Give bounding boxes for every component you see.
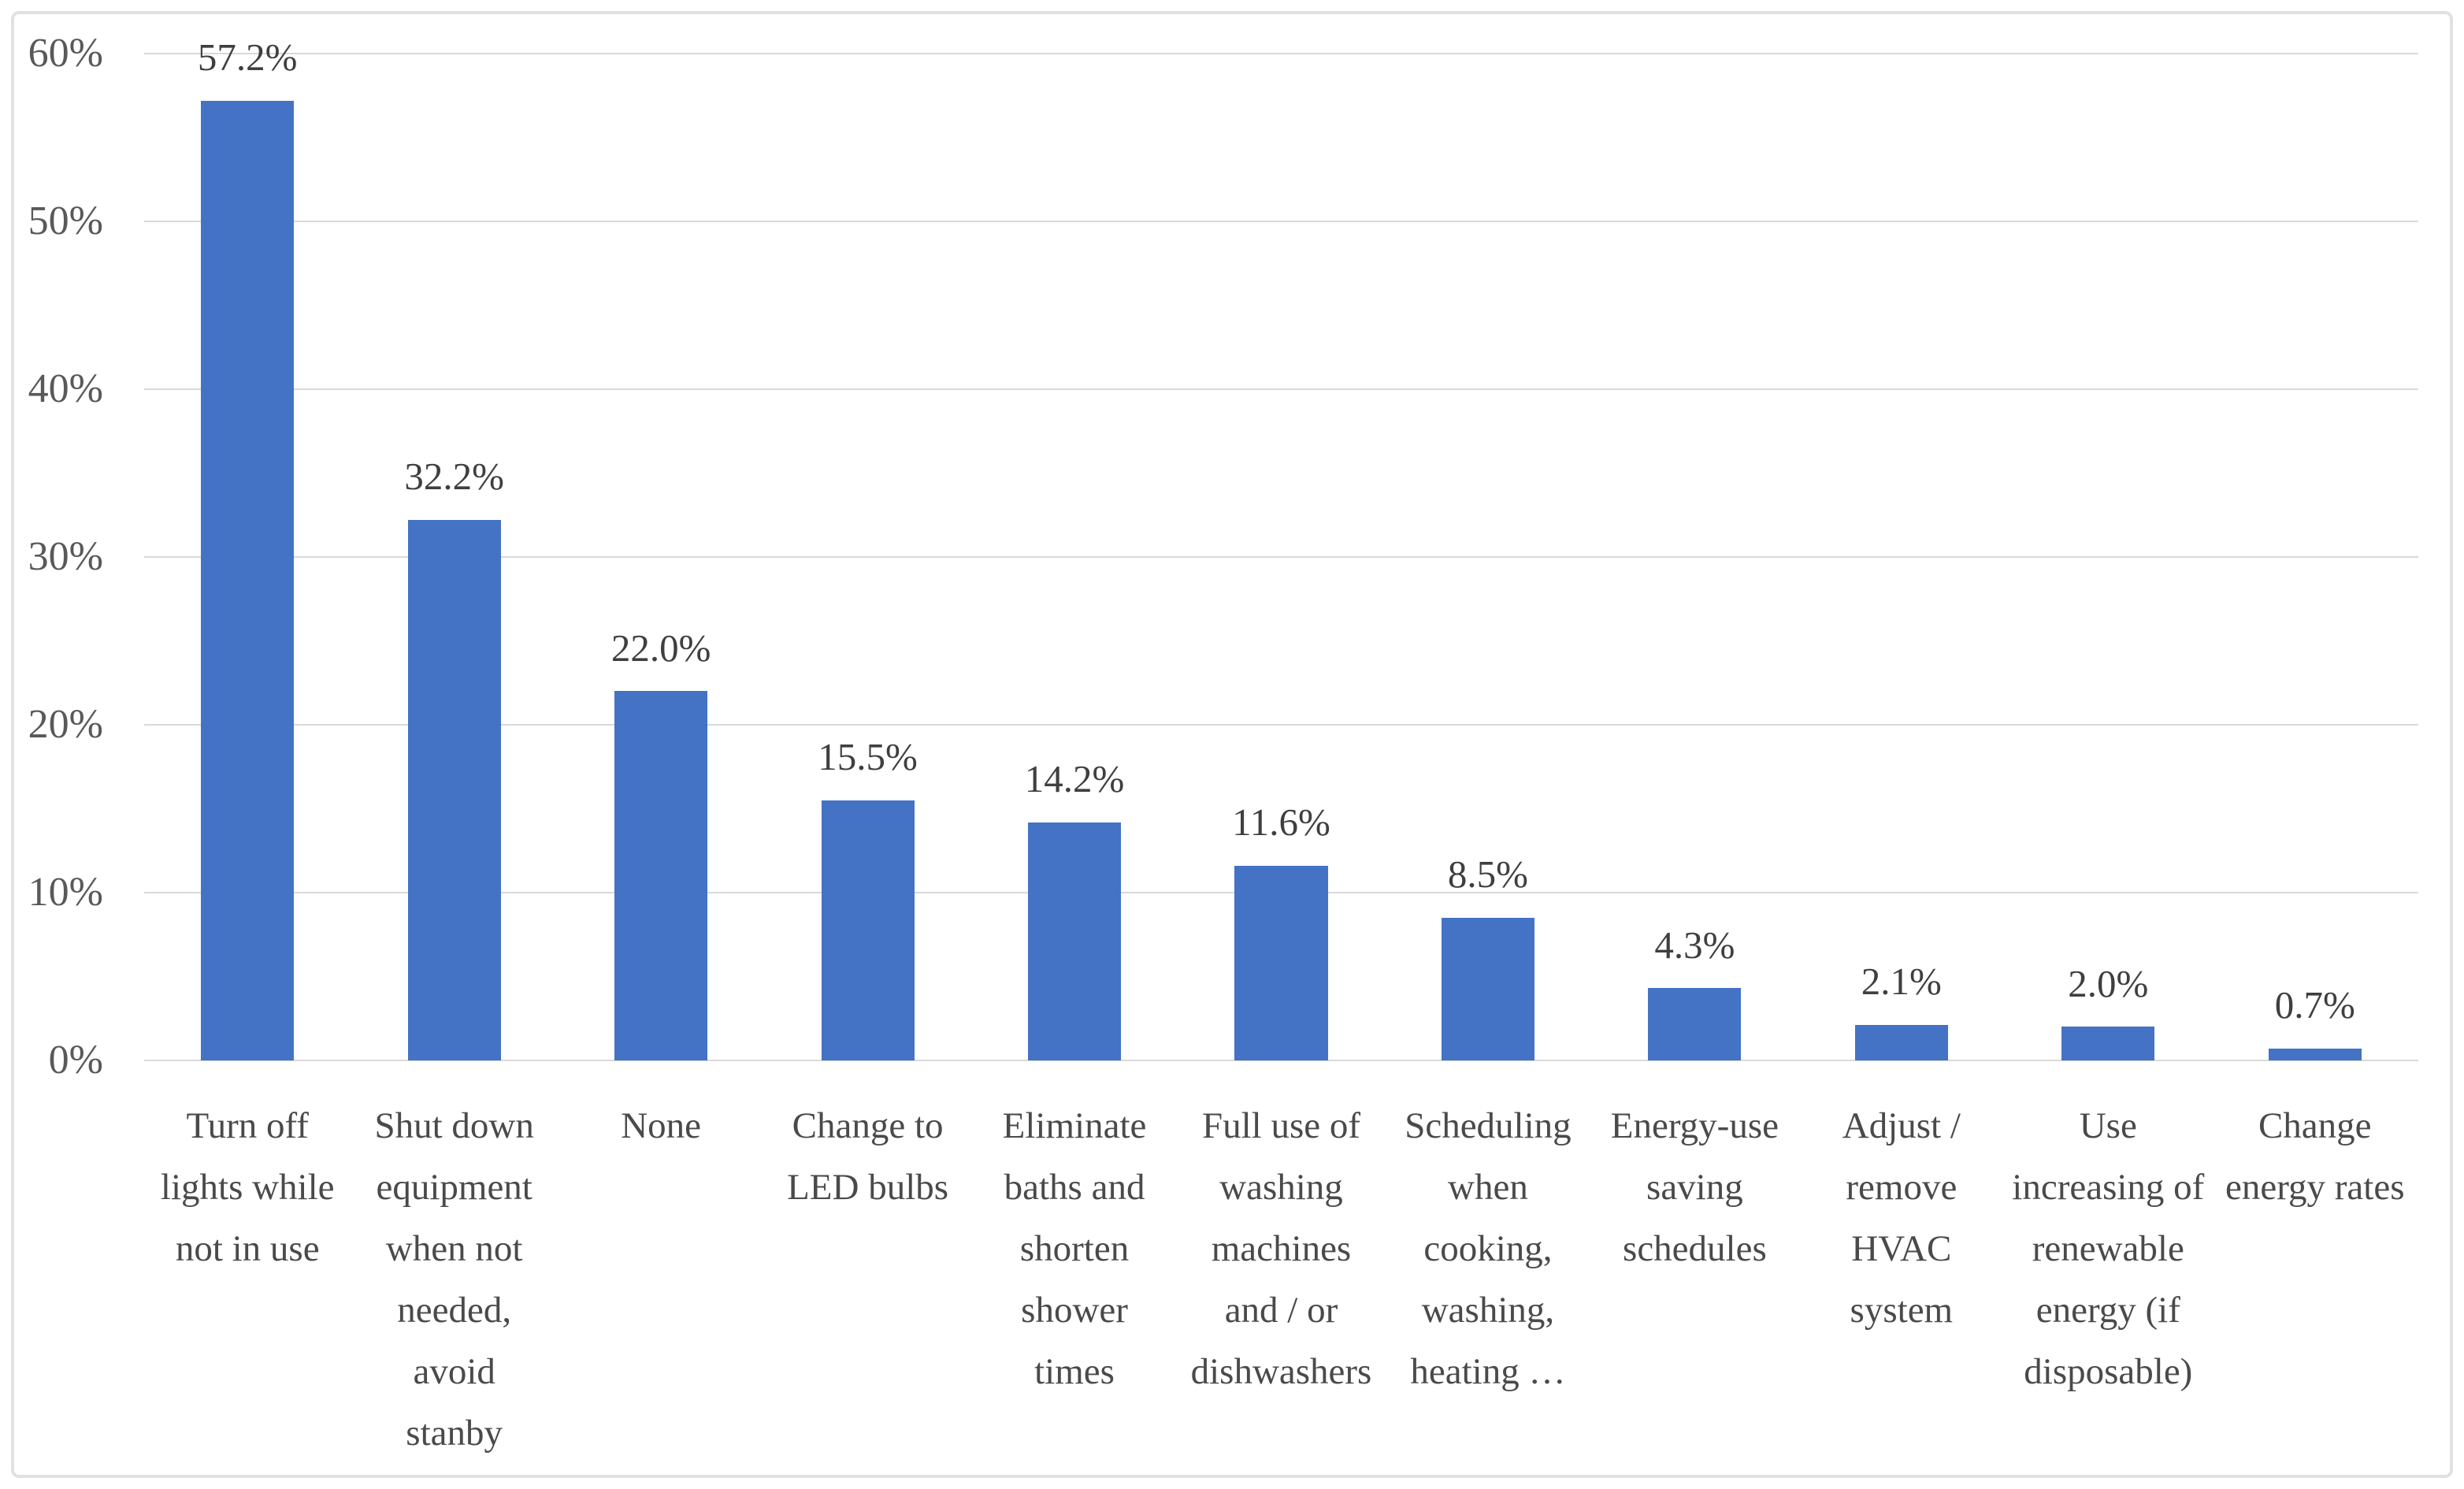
- gridline: [144, 221, 2418, 222]
- category-cell: Turn off lights while not in use: [144, 1095, 351, 1472]
- bar: [2061, 1027, 2155, 1060]
- bar-column: 2.1%: [1798, 54, 2005, 1060]
- category-cell: None: [558, 1095, 764, 1472]
- data-label: 8.5%: [1447, 852, 1528, 897]
- category-label: Full use of washing machines and / or di…: [1190, 1105, 1372, 1392]
- category-cell: Scheduling when cooking, washing, heatin…: [1385, 1095, 1591, 1472]
- category-label: Shut down equipment when not needed, avo…: [374, 1105, 534, 1454]
- y-tick-label: 30%: [28, 534, 103, 579]
- y-tick-label: 20%: [28, 702, 103, 747]
- category-label: Use increasing of renewable energy (if d…: [2012, 1105, 2205, 1392]
- category-label: None: [621, 1105, 702, 1146]
- category-cell: Eliminate baths and shorten shower times: [971, 1095, 1178, 1472]
- bar-column: 15.5%: [764, 54, 970, 1060]
- bar: [1234, 865, 1328, 1060]
- bar-column: 32.2%: [351, 54, 557, 1060]
- plot-wrap: 57.2% 32.2% 22.0% 15.5% 14.2% 11.6% 8.5% 4.3% 2.…: [144, 35, 2418, 1475]
- category-cell: Adjust / remove HVAC system: [1798, 1095, 2005, 1472]
- category-cell: Use increasing of renewable energy (if d…: [2005, 1095, 2211, 1472]
- bar: [201, 100, 295, 1060]
- data-label: 15.5%: [818, 734, 918, 778]
- data-label: 4.3%: [1654, 923, 1735, 967]
- gridline: [144, 53, 2418, 54]
- bar-column: 8.5%: [1385, 54, 1591, 1060]
- bar-columns: 57.2% 32.2% 22.0% 15.5% 14.2% 11.6% 8.5% 4.3% 2.…: [144, 35, 2418, 1060]
- bar: [1854, 1025, 1948, 1060]
- data-label: 2.0%: [2068, 961, 2149, 1005]
- y-tick-label: 50%: [28, 199, 103, 243]
- data-label: 32.2%: [404, 455, 504, 499]
- data-label: 11.6%: [1232, 800, 1330, 845]
- bar-column: 0.7%: [2212, 54, 2418, 1060]
- category-label: Energy-use saving schedules: [1610, 1105, 1779, 1269]
- category-label: Change energy rates: [2225, 1105, 2405, 1208]
- category-cell: Energy-use saving schedules: [1591, 1095, 1798, 1472]
- category-label: Turn off lights while not in use: [160, 1105, 335, 1269]
- y-tick-label: 60%: [28, 31, 103, 76]
- bar: [1648, 988, 1742, 1060]
- gridline: [144, 1060, 2418, 1061]
- gridline: [144, 388, 2418, 390]
- y-tick-label: 10%: [28, 870, 103, 915]
- gridline: [144, 556, 2418, 558]
- y-tick-label: 40%: [28, 366, 103, 411]
- bar: [1441, 917, 1534, 1060]
- category-cell: Full use of washing machines and / or di…: [1178, 1095, 1384, 1472]
- bar-column: 2.0%: [2005, 54, 2211, 1060]
- bar: [1027, 822, 1122, 1060]
- category-label: Change to LED bulbs: [787, 1105, 949, 1208]
- category-axis: Turn off lights while not in use Shut dow…: [144, 1095, 2418, 1472]
- category-cell: Change energy rates: [2212, 1095, 2418, 1472]
- category-cell: Shut down equipment when not needed, avo…: [351, 1095, 557, 1472]
- bar-column: 57.2%: [144, 35, 351, 1060]
- category-label: Scheduling when cooking, washing, heatin…: [1405, 1105, 1572, 1392]
- bar: [821, 800, 915, 1060]
- bar-column: 22.0%: [558, 54, 764, 1060]
- chart-frame: 0% 10% 20% 30% 40% 50% 60% 57.2% 32.2% 22.0% 15.5…: [11, 11, 2453, 1478]
- bar-column: 14.2%: [971, 54, 1178, 1060]
- data-label: 14.2%: [1024, 756, 1125, 800]
- bar-chart: 0% 10% 20% 30% 40% 50% 60% 57.2% 32.2% 22.0% 15.5…: [14, 14, 2450, 1475]
- data-label: 22.0%: [610, 626, 711, 670]
- y-tick-label: 0%: [48, 1038, 103, 1082]
- plot-area: 57.2% 32.2% 22.0% 15.5% 14.2% 11.6% 8.5% 4.3% 2.…: [144, 35, 2418, 1061]
- data-label: 0.7%: [2274, 983, 2355, 1027]
- gridline: [144, 724, 2418, 726]
- category-cell: Change to LED bulbs: [764, 1095, 970, 1472]
- bar-column: 4.3%: [1591, 54, 1798, 1060]
- bar: [614, 691, 708, 1060]
- category-label: Eliminate baths and shorten shower times: [1002, 1105, 1147, 1392]
- category-label: Adjust / remove HVAC system: [1842, 1105, 1961, 1331]
- bar-column: 11.6%: [1178, 54, 1384, 1060]
- data-label: 57.2%: [197, 35, 298, 79]
- y-axis: 0% 10% 20% 30% 40% 50% 60%: [14, 33, 144, 1081]
- bar: [407, 520, 501, 1060]
- bar: [2268, 1049, 2362, 1060]
- data-label: 2.1%: [1861, 960, 1942, 1004]
